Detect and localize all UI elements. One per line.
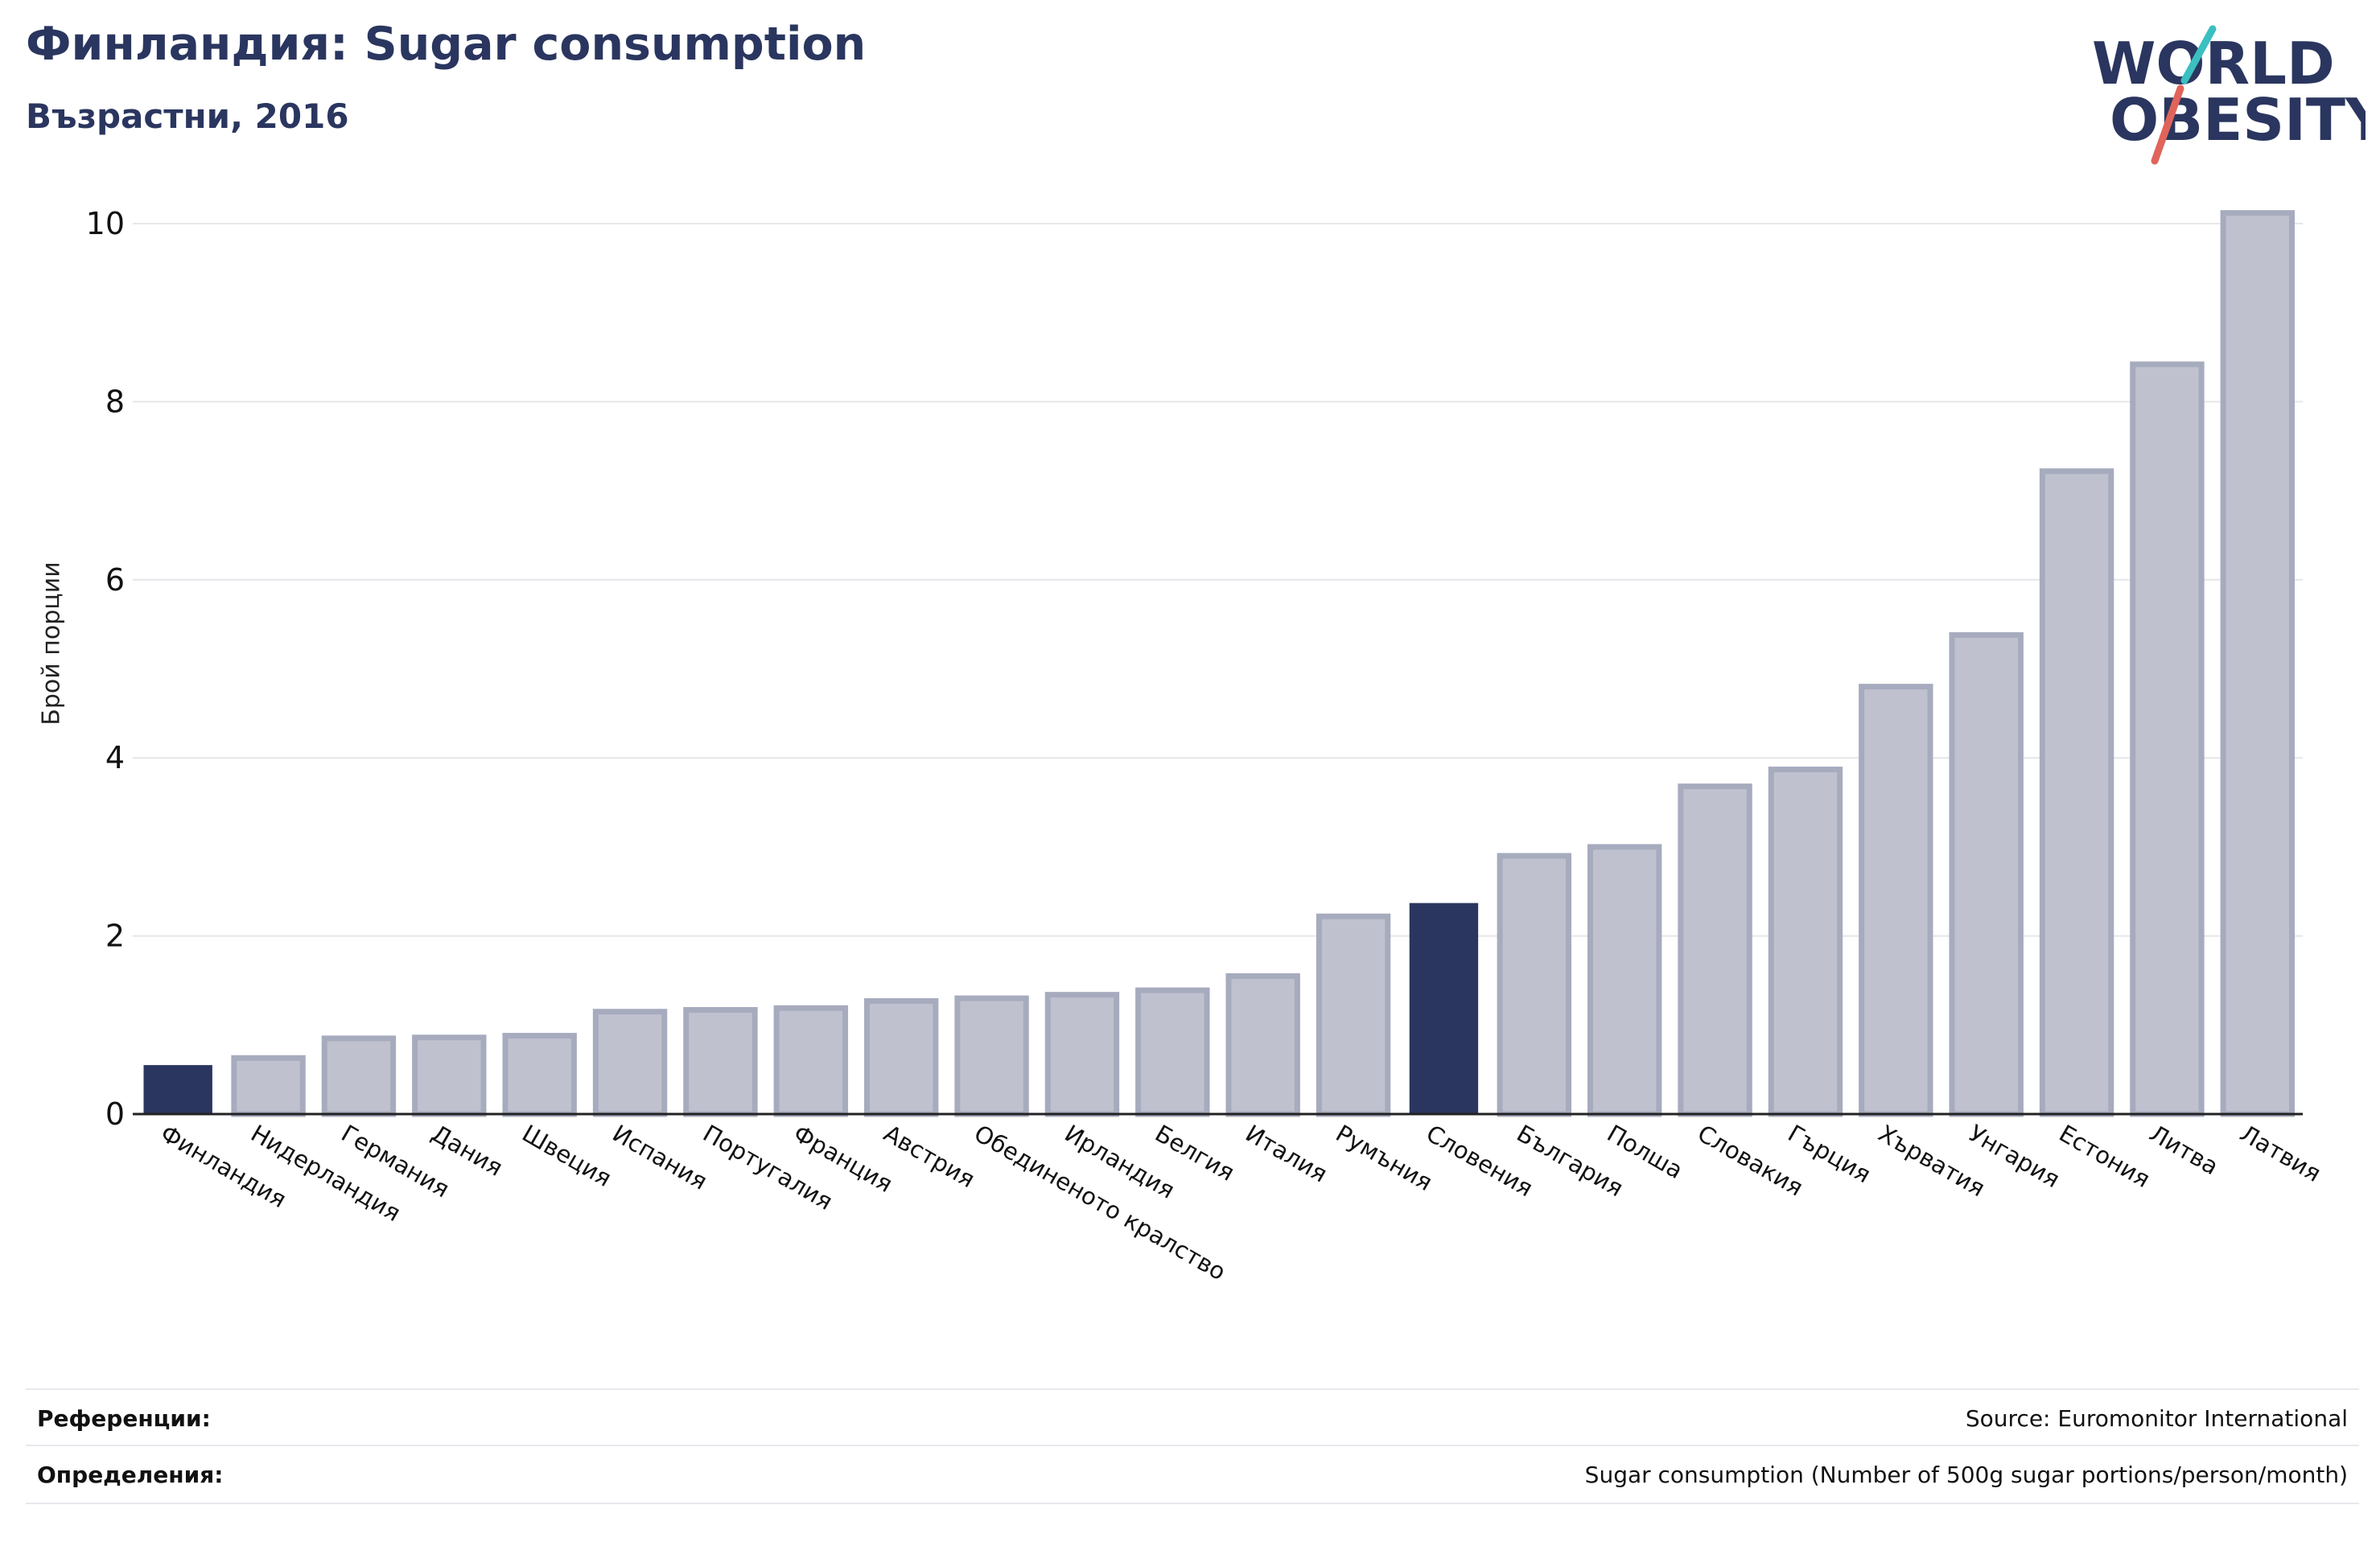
chart-title: Финландия: Sugar consumption <box>26 18 867 71</box>
bar-24 <box>2220 210 2296 1117</box>
bar-10 <box>954 995 1029 1117</box>
bar-13 <box>1225 972 1300 1117</box>
bar-18 <box>1678 783 1752 1117</box>
gridlines <box>133 223 2303 937</box>
y-tick-label: 0 <box>105 1096 125 1132</box>
definitions-label: Определения: <box>37 1461 224 1488</box>
x-tick-label: Нидерландия <box>246 1120 406 1227</box>
bar-12 <box>1135 987 1210 1117</box>
y-tick-label: 8 <box>105 384 125 419</box>
y-axis-ticks: 0 2 4 6 8 10 <box>86 206 125 1132</box>
x-tick-label: Естония <box>2055 1120 2156 1194</box>
x-tick-label: Швеция <box>517 1120 616 1192</box>
references-row: Референции: Source: Euromonitor Internat… <box>26 1388 2359 1446</box>
bars <box>143 210 2296 1117</box>
bar-5 <box>502 1033 577 1117</box>
bar-11 <box>1044 992 1120 1117</box>
x-tick-label: Латвия <box>2235 1120 2325 1187</box>
bar-6 <box>592 1009 668 1117</box>
bar-chart: 0 2 4 6 8 10 ФинландияНидерландияГерманияДани… <box>86 206 2326 1286</box>
bar-1 <box>143 1065 212 1114</box>
x-tick-label: Румъния <box>1332 1120 1438 1197</box>
bar-3 <box>321 1035 397 1117</box>
y-tick-label: 2 <box>105 919 125 954</box>
bar-15 <box>1409 903 1479 1114</box>
chart-subtitle: Възрастни, 2016 <box>26 97 349 136</box>
y-tick-label: 4 <box>105 740 125 775</box>
y-tick-label: 6 <box>105 562 125 598</box>
bar-17 <box>1587 844 1662 1117</box>
bar-7 <box>683 1006 758 1117</box>
bar-14 <box>1316 913 1391 1117</box>
references-value: Source: Euromonitor International <box>1965 1404 2348 1432</box>
bar-16 <box>1497 853 1572 1117</box>
world-obesity-logo: WORLD OBESITY <box>2092 25 2366 165</box>
bar-20 <box>1859 684 1933 1117</box>
definitions-row: Определения: Sugar consumption (Number o… <box>26 1445 2359 1504</box>
x-tick-label: Испания <box>608 1120 712 1195</box>
bar-2 <box>231 1055 306 1117</box>
bar-9 <box>863 997 939 1117</box>
bar-23 <box>2130 361 2205 1117</box>
bar-8 <box>773 1005 849 1117</box>
y-tick-label: 10 <box>86 206 125 241</box>
svg-text:OBESITY: OBESITY <box>2110 86 2366 154</box>
x-tick-label: Италия <box>1241 1120 1332 1188</box>
references-label: Референции: <box>37 1404 211 1432</box>
bar-4 <box>412 1034 487 1117</box>
bar-19 <box>1768 767 1843 1117</box>
x-tick-label: Австрия <box>879 1120 980 1194</box>
svg-text:WORLD: WORLD <box>2092 30 2335 97</box>
x-tick-label: Литва <box>2145 1120 2223 1181</box>
definitions-value: Sugar consumption (Number of 500g sugar … <box>1584 1461 2348 1488</box>
bar-21 <box>1949 631 2024 1117</box>
bar-22 <box>2039 468 2114 1117</box>
